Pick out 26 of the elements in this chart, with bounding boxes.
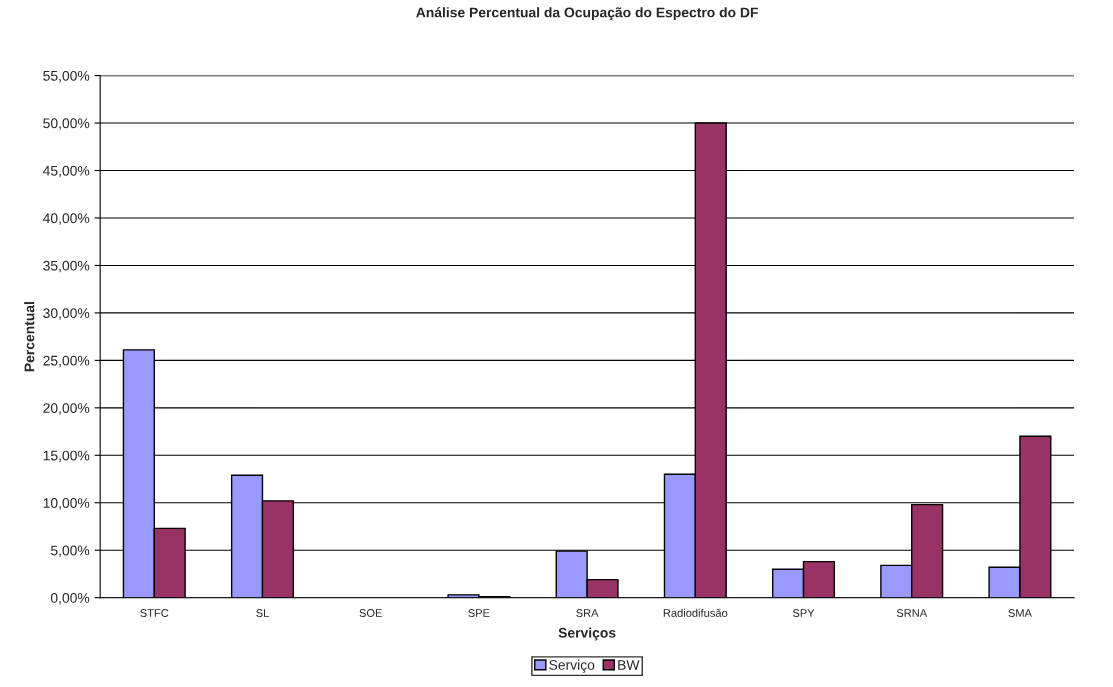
- y-tick-label: 10,00%: [43, 498, 90, 510]
- x-tick-label: SPY: [792, 609, 815, 617]
- x-tick-label: SRNA: [896, 609, 928, 617]
- y-tick-label: 20,00%: [43, 403, 90, 415]
- y-tick-label: 40,00%: [42, 213, 90, 225]
- y-tick-label: 35,00%: [43, 260, 90, 273]
- x-tick-label: STFC: [140, 609, 169, 617]
- chart-title: Análise Percentual da Ocupação do Espectro do DF: [416, 7, 758, 21]
- x-tick-label: SMA: [1008, 609, 1032, 617]
- legend-label: Serviço: [549, 659, 595, 673]
- x-tick-label: SOE: [359, 609, 382, 617]
- legend-label: BW: [618, 660, 640, 670]
- x-tick-label: SRA: [576, 609, 599, 617]
- y-axis-title: Percentual: [24, 302, 35, 372]
- x-tick-label: SL: [256, 609, 269, 617]
- y-tick-label: 45,00%: [42, 165, 90, 178]
- y-tick-label: 50,00%: [43, 118, 90, 130]
- x-tick-label: SPE: [468, 609, 490, 617]
- y-tick-label: 0,00%: [50, 593, 90, 605]
- y-tick-label: 30,00%: [43, 308, 90, 320]
- y-tick-label: 5,00%: [50, 545, 90, 558]
- y-tick-label: 55,00%: [43, 70, 90, 83]
- y-tick-label: 15,00%: [43, 450, 90, 463]
- y-tick-label: 25,00%: [43, 355, 90, 368]
- x-tick-label: Radiodifusão: [663, 608, 728, 617]
- x-axis-title: Serviços: [558, 627, 616, 641]
